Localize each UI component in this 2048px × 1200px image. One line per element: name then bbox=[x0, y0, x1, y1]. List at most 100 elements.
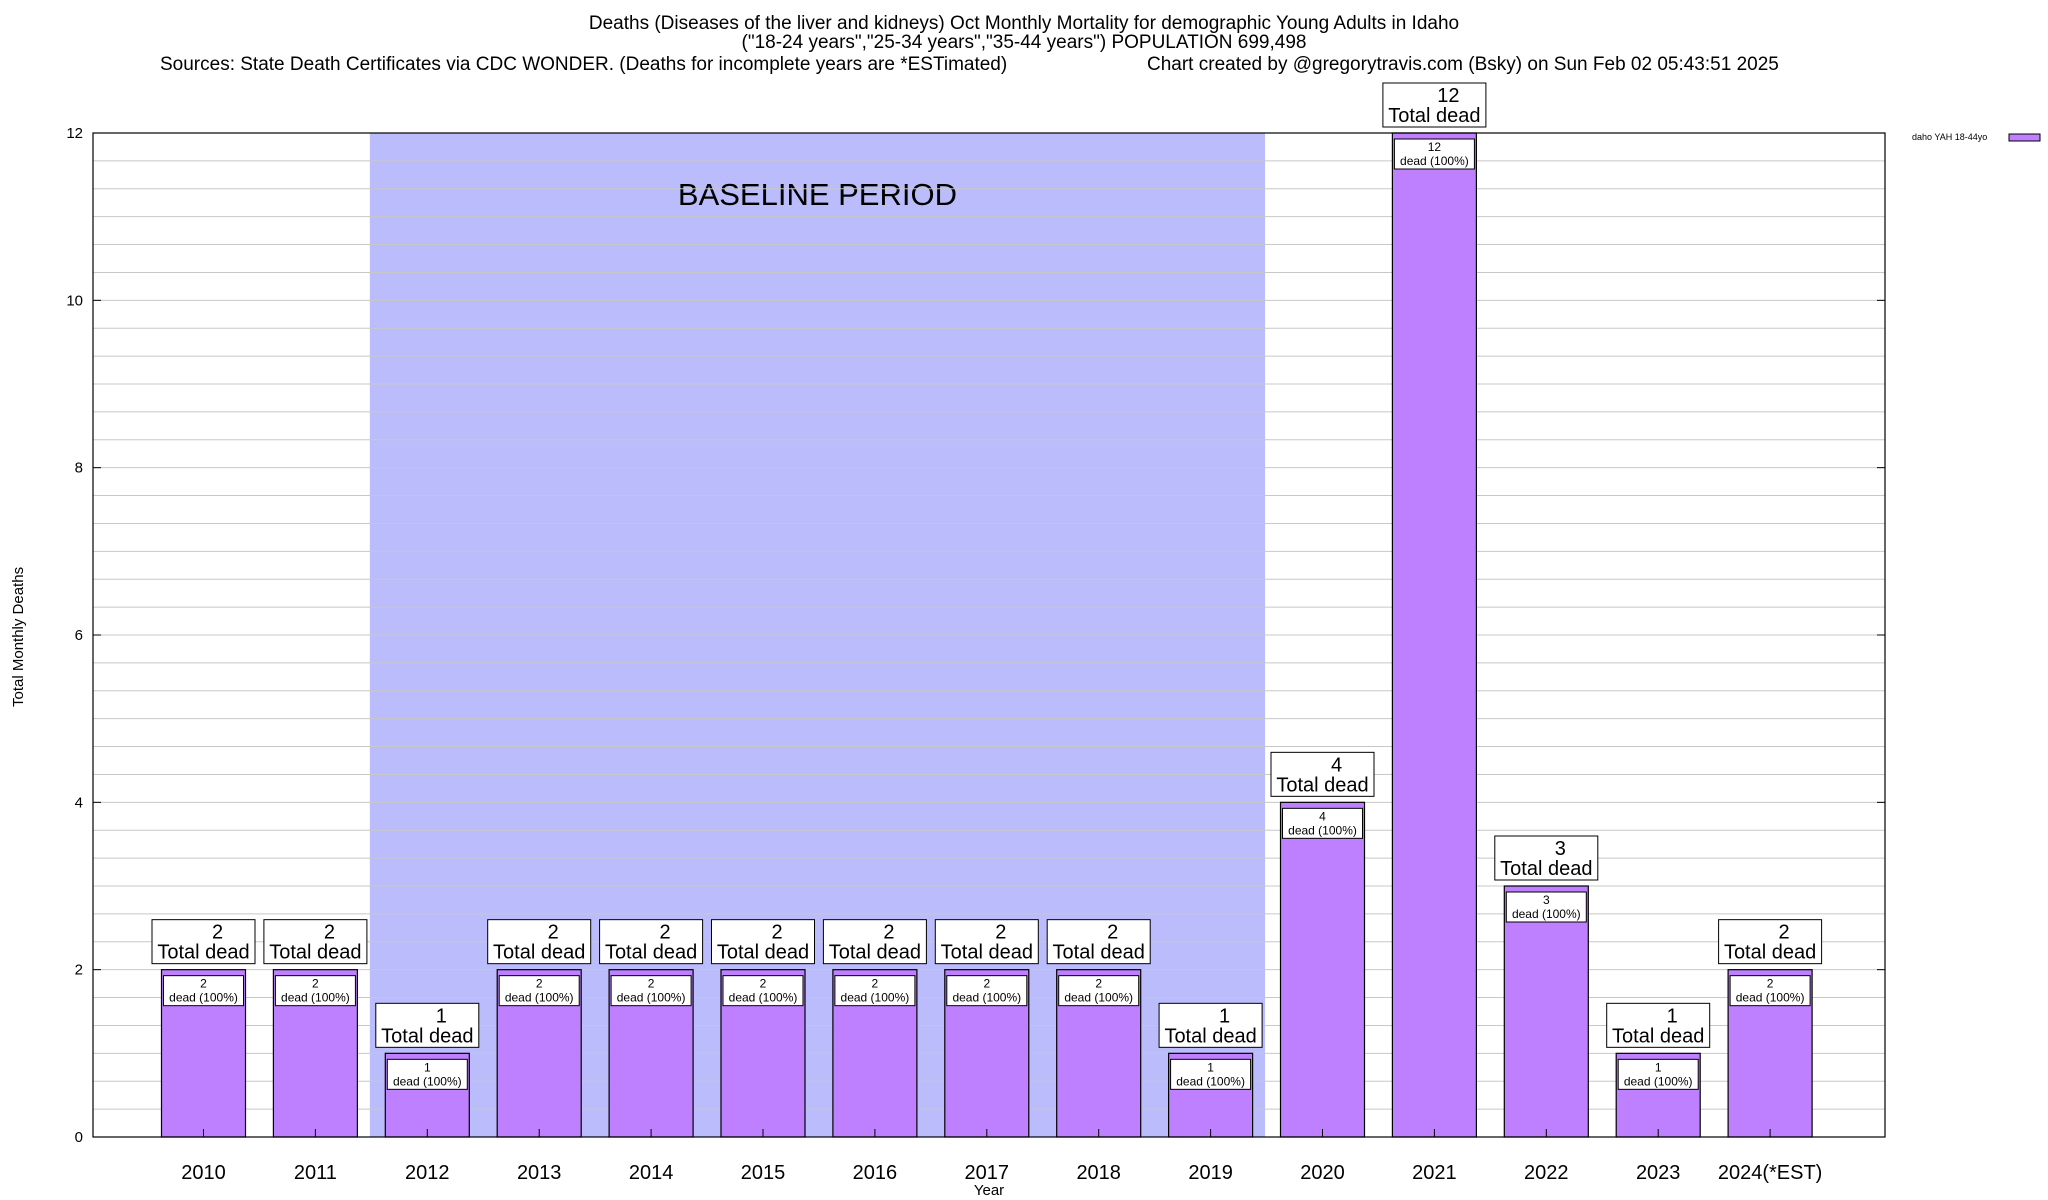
plot-border bbox=[92, 132, 1886, 1138]
total-label-text: Total dead bbox=[269, 942, 361, 964]
total-label-box bbox=[487, 919, 592, 965]
total-label-value: 12 bbox=[1437, 85, 1459, 107]
bar-inner-value: 2 bbox=[200, 977, 207, 991]
total-label-text: Total dead bbox=[829, 942, 921, 964]
bar-inner-label-box bbox=[722, 975, 804, 1007]
bar-inner-percent: dead (100%) bbox=[281, 991, 350, 1005]
total-label-text: Total dead bbox=[717, 942, 809, 964]
y-tick-label: 8 bbox=[75, 460, 83, 477]
total-label-box bbox=[599, 919, 704, 965]
bar-inner-value: 2 bbox=[312, 977, 319, 991]
bar-inner-percent: dead (100%) bbox=[729, 991, 798, 1005]
total-label-box bbox=[263, 919, 368, 965]
bar-inner-value: 2 bbox=[983, 977, 990, 991]
baseline-period-label: BASELINE PERIOD bbox=[678, 177, 957, 212]
bar-inner-label-box bbox=[946, 975, 1028, 1007]
bar-inner-percent: dead (100%) bbox=[1400, 154, 1469, 168]
bar-inner-label-box bbox=[1282, 807, 1363, 839]
x-tick-label: 2015 bbox=[741, 1162, 786, 1184]
total-label-text: Total dead bbox=[605, 942, 697, 964]
bar bbox=[1279, 801, 1366, 1138]
bar-inner-value: 4 bbox=[1319, 809, 1326, 823]
total-label-value: 2 bbox=[995, 922, 1006, 944]
bar-inner-value: 2 bbox=[536, 977, 543, 991]
total-label-text: Total dead bbox=[1724, 942, 1816, 964]
bar-inner-value: 2 bbox=[760, 977, 767, 991]
chart-credit: Chart created by @gregorytravis.com (Bsk… bbox=[1147, 54, 1779, 75]
total-label-value: 1 bbox=[1667, 1005, 1678, 1027]
chart-title-block: Deaths (Diseases of the liver and kidney… bbox=[0, 14, 2048, 52]
total-label-text: Total dead bbox=[1053, 942, 1145, 964]
chart-sources: Sources: State Death Certificates via CD… bbox=[160, 54, 1008, 75]
bar-inner-value: 2 bbox=[648, 977, 655, 991]
y-tick-label: 6 bbox=[75, 627, 83, 644]
total-label-value: 2 bbox=[771, 922, 782, 944]
bar-inner-percent: dead (100%) bbox=[1624, 1074, 1693, 1088]
bar-inner-value: 1 bbox=[1655, 1060, 1662, 1074]
total-label-value: 3 bbox=[1555, 838, 1566, 860]
total-label-box bbox=[1270, 751, 1375, 797]
x-tick-label: 2017 bbox=[965, 1162, 1010, 1184]
bar-inner-value: 2 bbox=[1095, 977, 1102, 991]
bar-inner-value: 3 bbox=[1543, 893, 1550, 907]
y-tick-label: 10 bbox=[66, 292, 83, 309]
bar-inner-label-box bbox=[274, 975, 356, 1007]
total-label-box bbox=[1158, 1002, 1263, 1048]
total-label-value: 2 bbox=[324, 922, 335, 944]
bar-inner-value: 12 bbox=[1428, 140, 1442, 154]
x-tick-label: 2016 bbox=[853, 1162, 898, 1184]
total-label-value: 1 bbox=[1219, 1005, 1230, 1027]
bar-inner-percent: dead (100%) bbox=[841, 991, 910, 1005]
total-label-value: 2 bbox=[212, 922, 223, 944]
x-tick-label: 2018 bbox=[1076, 1162, 1121, 1184]
total-label-value: 2 bbox=[1107, 922, 1118, 944]
bar-inner-label-box bbox=[834, 975, 916, 1007]
bar-inner-percent: dead (100%) bbox=[617, 991, 686, 1005]
total-label-value: 2 bbox=[660, 922, 671, 944]
bar-inner-percent: dead (100%) bbox=[1064, 991, 1133, 1005]
total-label-box bbox=[1494, 835, 1599, 881]
total-label-value: 2 bbox=[883, 922, 894, 944]
x-tick-label: 2021 bbox=[1412, 1162, 1457, 1184]
y-tick-label: 0 bbox=[75, 1129, 83, 1146]
total-label-text: Total dead bbox=[157, 942, 249, 964]
total-label-value: 2 bbox=[1779, 922, 1790, 944]
x-tick-label: 2022 bbox=[1524, 1162, 1569, 1184]
total-label-box bbox=[151, 919, 256, 965]
bar-inner-label-box bbox=[1058, 975, 1140, 1007]
x-tick-label: 2020 bbox=[1300, 1162, 1345, 1184]
bar-inner-percent: dead (100%) bbox=[505, 991, 574, 1005]
total-label-text: Total dead bbox=[1388, 105, 1480, 127]
x-tick-label: 2010 bbox=[181, 1162, 226, 1184]
y-tick-label: 2 bbox=[75, 962, 83, 979]
total-label-box bbox=[1606, 1002, 1711, 1048]
x-tick-label: 2019 bbox=[1188, 1162, 1233, 1184]
total-label-text: Total dead bbox=[493, 942, 585, 964]
total-label-value: 1 bbox=[436, 1005, 447, 1027]
bar-inner-value: 1 bbox=[1207, 1060, 1214, 1074]
y-tick-label: 4 bbox=[75, 794, 83, 811]
bar-inner-label-box bbox=[1617, 1058, 1699, 1090]
bar-inner-value: 2 bbox=[1767, 977, 1774, 991]
legend-swatch bbox=[2008, 133, 2041, 142]
legend-label: daho YAH 18-44yo bbox=[1912, 132, 1987, 142]
bar-inner-label-box bbox=[163, 975, 244, 1007]
bar-inner-label-box bbox=[610, 975, 692, 1007]
total-label-box bbox=[375, 1002, 480, 1048]
total-label-box bbox=[822, 919, 927, 965]
x-tick-label: 2011 bbox=[294, 1162, 337, 1184]
bar-inner-label-box bbox=[1729, 975, 1811, 1007]
total-label-text: Total dead bbox=[1164, 1025, 1256, 1047]
y-axis-label: Total Monthly Deaths bbox=[10, 566, 27, 707]
x-tick-label: 2014 bbox=[629, 1162, 674, 1184]
bar-inner-label-box bbox=[386, 1058, 468, 1090]
bar bbox=[1391, 132, 1478, 1138]
total-label-value: 4 bbox=[1331, 754, 1342, 776]
total-label-box bbox=[1382, 82, 1487, 128]
bar bbox=[1503, 885, 1589, 1138]
chart-subtitle: ("18-24 years","25-34 years","35-44 year… bbox=[741, 32, 1307, 53]
bar-inner-percent: dead (100%) bbox=[1176, 1074, 1245, 1088]
bar-inner-percent: dead (100%) bbox=[1288, 823, 1357, 837]
bar-inner-percent: dead (100%) bbox=[169, 991, 238, 1005]
